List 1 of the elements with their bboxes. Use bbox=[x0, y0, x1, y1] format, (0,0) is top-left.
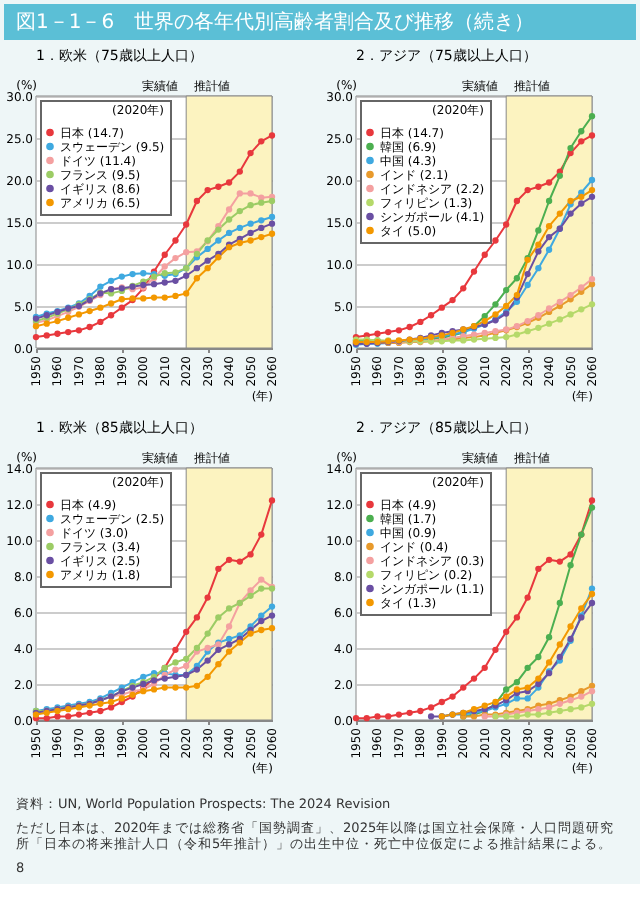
text: 図1－1－6 世界の各年代別高齢者割合及び推移（続き） bbox=[4, 4, 636, 40]
